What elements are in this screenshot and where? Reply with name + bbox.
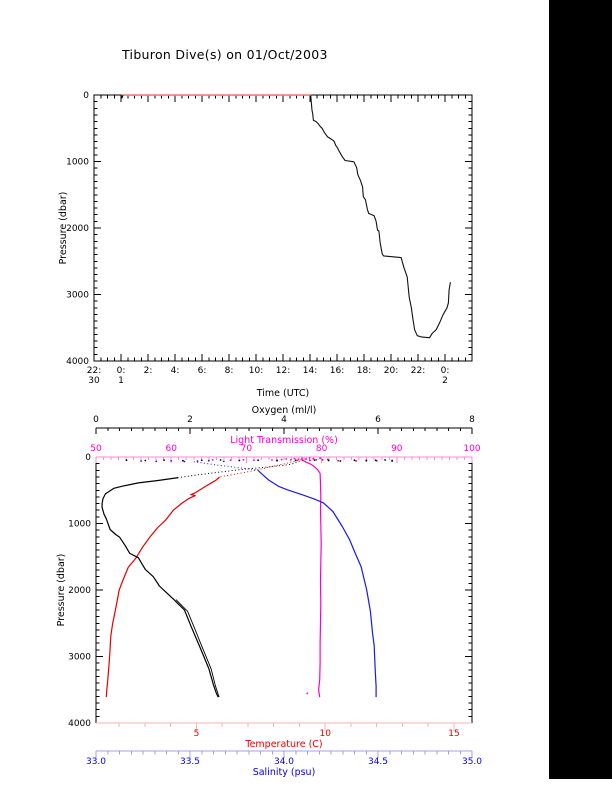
svg-text:100: 100 xyxy=(463,444,480,454)
temperature-axis: 5 10 15 Temperature (C) xyxy=(96,722,472,750)
svg-text:0: 0 xyxy=(83,91,89,101)
svg-text:33.0: 33.0 xyxy=(86,757,106,767)
series-light_transmission xyxy=(211,457,322,698)
svg-text:4000: 4000 xyxy=(66,357,89,367)
svg-text:1000: 1000 xyxy=(68,520,91,530)
svg-text:8: 8 xyxy=(469,415,475,425)
svg-text:34.0: 34.0 xyxy=(274,757,294,767)
svg-text:18:: 18: xyxy=(357,366,371,376)
right-black-bar xyxy=(549,0,612,779)
svg-text:0:: 0: xyxy=(441,366,450,376)
svg-text:14:: 14: xyxy=(303,366,317,376)
svg-text:33.5: 33.5 xyxy=(180,757,200,767)
svg-text:15: 15 xyxy=(448,729,459,739)
top-axis-labels: 22:300:12: 4: 6: 8: 10: 12: 14: 16: 18: 20: 22: 0:2… xyxy=(58,91,449,399)
svg-text:35.0: 35.0 xyxy=(462,757,482,767)
svg-text:20:: 20: xyxy=(384,366,398,376)
svg-text:4000: 4000 xyxy=(68,719,91,729)
svg-text:Pressure (dbar): Pressure (dbar) xyxy=(56,554,67,627)
svg-text:3000: 3000 xyxy=(66,291,89,301)
svg-text:0:: 0: xyxy=(117,366,126,376)
svg-text:Pressure (dbar): Pressure (dbar) xyxy=(58,192,69,265)
svg-text:90: 90 xyxy=(391,444,403,454)
svg-text:2: 2 xyxy=(442,376,448,386)
bottom-axis-labels: 0 1000 2000 3000 4000 Pressure (dbar) xyxy=(56,453,91,729)
salinity-axis: 33.0 33.5 34.0 34.5 35.0 Salinity (psu) xyxy=(86,750,482,778)
svg-text:Light Transmission (%): Light Transmission (%) xyxy=(230,435,338,446)
svg-text:0: 0 xyxy=(85,453,91,463)
svg-text:6: 6 xyxy=(375,415,381,425)
svg-text:2: 2 xyxy=(187,415,193,425)
svg-text:50: 50 xyxy=(90,444,102,454)
top-series xyxy=(120,94,451,339)
svg-text:70: 70 xyxy=(241,444,253,454)
svg-text:22:: 22: xyxy=(87,366,101,376)
svg-text:3000: 3000 xyxy=(68,653,91,663)
svg-text:Temperature (C): Temperature (C) xyxy=(244,739,322,750)
series-surface_blip xyxy=(120,94,124,99)
svg-text:Oxygen (ml/l): Oxygen (ml/l) xyxy=(252,405,317,416)
svg-text:30: 30 xyxy=(88,376,100,386)
svg-text:80: 80 xyxy=(316,444,328,454)
series-dive_profile xyxy=(310,95,451,339)
svg-text:34.5: 34.5 xyxy=(368,757,388,767)
svg-text:12:: 12: xyxy=(276,366,290,376)
dive-depth-vs-time-chart: 22:300:12: 4: 6: 8: 10: 12: 14: 16: 18: 20: 22: 0:2… xyxy=(58,91,473,399)
svg-text:2000: 2000 xyxy=(66,224,89,234)
top-plot-frame xyxy=(93,94,473,362)
page-title: Tiburon Dive(s) on 01/Oct/2003 xyxy=(122,47,328,62)
svg-text:4:: 4: xyxy=(171,366,180,376)
svg-text:Time (UTC): Time (UTC) xyxy=(256,388,310,399)
svg-text:22:: 22: xyxy=(411,366,425,376)
svg-text:60: 60 xyxy=(165,444,177,454)
svg-text:10: 10 xyxy=(319,729,331,739)
svg-text:2:: 2: xyxy=(144,366,153,376)
light-transmission-axis: 50 60 70 80 90 100 Light Transmission (%) xyxy=(90,435,481,463)
svg-text:6:: 6: xyxy=(198,366,207,376)
series-oxygen xyxy=(101,459,393,698)
svg-text:8:: 8: xyxy=(225,366,234,376)
bottom-series xyxy=(101,457,394,698)
svg-text:0: 0 xyxy=(93,415,99,425)
svg-text:1000: 1000 xyxy=(66,158,89,168)
svg-text:10:: 10: xyxy=(249,366,263,376)
svg-text:2000: 2000 xyxy=(68,586,91,596)
bottom-plot-frame xyxy=(95,456,473,724)
oxygen-axis: 0 2 4 6 8 Oxygen (ml/l) xyxy=(93,405,475,434)
series-temperature xyxy=(105,458,394,698)
svg-text:4: 4 xyxy=(281,415,287,425)
svg-text:16:: 16: xyxy=(330,366,344,376)
series-salinity xyxy=(140,459,377,698)
svg-text:1: 1 xyxy=(118,376,124,386)
svg-text:5: 5 xyxy=(194,729,200,739)
svg-text:Salinity (psu): Salinity (psu) xyxy=(253,767,316,778)
ctd-profiles-chart: 0 1000 2000 3000 4000 Pressure (dbar) 0 2 4 6 8 Oxy… xyxy=(56,405,482,778)
